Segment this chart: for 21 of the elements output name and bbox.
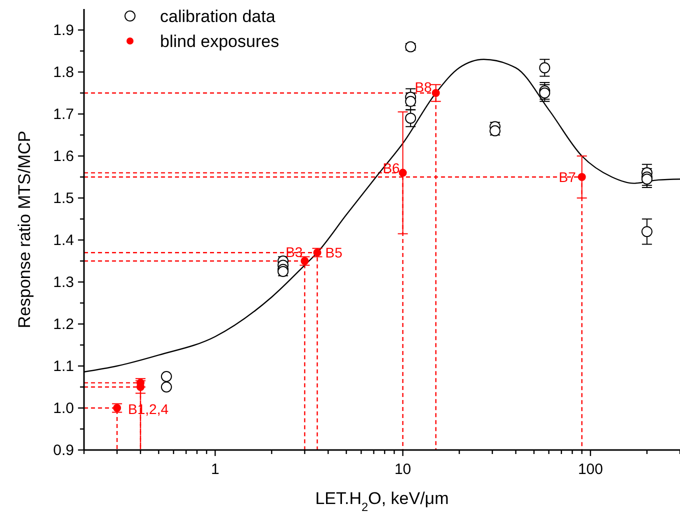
y-tick-label: 1.0 — [53, 400, 74, 417]
y-axis-title: Response ratio MTS/MCP — [15, 130, 34, 328]
legend-label: calibration data — [160, 7, 276, 26]
y-tick-label: 0.9 — [53, 442, 74, 459]
y-tick-label: 1.8 — [53, 64, 74, 81]
y-tick-label: 1.9 — [53, 22, 74, 39]
x-axis-title: LET.H$_{2}$O, keV/μm — [315, 489, 449, 514]
y-tick-label: 1.3 — [53, 274, 74, 291]
y-tick-label: 1.4 — [53, 232, 74, 249]
x-tick-label: 1 — [210, 461, 220, 478]
x-tick-label: 10 — [394, 461, 412, 478]
legend-label: blind exposures — [160, 32, 280, 51]
y-tick-label: 1.7 — [53, 106, 74, 123]
annotation: B8 — [414, 79, 432, 95]
y-tick-label: 1.1 — [53, 358, 74, 375]
y-tick-label: 1.6 — [53, 148, 74, 165]
annotation: B5 — [325, 244, 343, 261]
x-tick-label: 100 — [578, 461, 603, 478]
y-tick-label: 1.5 — [53, 190, 74, 207]
annotation: B6 — [382, 160, 400, 176]
y-tick-label: 1.2 — [53, 316, 74, 333]
